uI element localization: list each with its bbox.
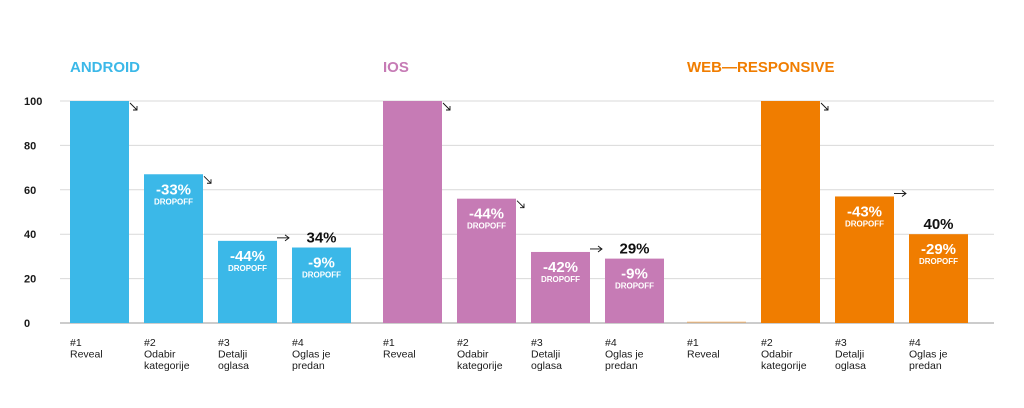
final-conversion: 29% xyxy=(619,241,649,258)
y-tick-label: 40 xyxy=(24,229,36,241)
category-label: Oglas je xyxy=(605,349,644,361)
dropoff-label: DROPOFF xyxy=(302,271,341,280)
category-label: Reveal xyxy=(70,349,103,361)
dropoff-label: DROPOFF xyxy=(845,219,884,228)
flow-arrow-head xyxy=(520,203,525,209)
category-label: #1 xyxy=(687,337,699,349)
category-label: oglasa xyxy=(835,360,866,372)
category-label: Oglas je xyxy=(292,349,331,361)
y-tick-label: 60 xyxy=(24,185,36,197)
bar xyxy=(687,321,746,323)
dropoff-percent: -42% xyxy=(543,259,578,276)
dropoff-label: DROPOFF xyxy=(228,264,267,273)
category-label: Detalji xyxy=(531,349,560,361)
y-tick-label: 0 xyxy=(24,318,30,330)
y-tick-label: 100 xyxy=(24,96,42,108)
group-title: WEB—RESPONSIVE xyxy=(687,59,835,76)
bar xyxy=(218,240,277,323)
category-label: predan xyxy=(605,360,638,372)
bar xyxy=(70,101,129,323)
flow-arrow-head xyxy=(446,106,451,111)
dropoff-percent: -43% xyxy=(847,203,882,220)
category-label: oglasa xyxy=(531,360,562,372)
category-label: #3 xyxy=(218,337,230,349)
bar xyxy=(909,234,968,323)
category-label: #3 xyxy=(835,337,847,349)
flow-arrow-head xyxy=(284,234,290,242)
final-conversion: 40% xyxy=(923,216,953,233)
category-label: #1 xyxy=(383,337,395,349)
category-label: kategorije xyxy=(457,360,503,372)
flow-arrow xyxy=(203,175,212,184)
category-label: Detalji xyxy=(835,349,864,361)
bar xyxy=(835,196,894,323)
bar xyxy=(383,101,442,323)
flow-arrow-head xyxy=(824,106,829,111)
y-tick-label: 20 xyxy=(24,274,36,286)
flow-arrow-head xyxy=(597,245,603,253)
flow-arrow-head xyxy=(207,179,212,184)
dropoff-label: DROPOFF xyxy=(615,282,654,291)
dropoff-label: DROPOFF xyxy=(154,197,193,206)
category-label: kategorije xyxy=(761,360,807,372)
bar xyxy=(292,247,351,323)
flow-arrow xyxy=(820,102,829,111)
dropoff-label: DROPOFF xyxy=(919,257,958,266)
category-label: #2 xyxy=(761,337,773,349)
category-label: Odabir xyxy=(761,349,793,361)
y-tick-label: 80 xyxy=(24,140,36,152)
dropoff-percent: -44% xyxy=(469,206,504,223)
bar xyxy=(761,101,820,323)
dropoff-percent: -9% xyxy=(308,255,335,272)
category-label: Odabir xyxy=(457,349,489,361)
category-label: kategorije xyxy=(144,360,190,372)
group-title: ANDROID xyxy=(70,59,140,76)
group-title: IOS xyxy=(383,59,409,76)
category-label: predan xyxy=(292,360,325,372)
category-label: Reveal xyxy=(687,349,720,361)
category-label: #4 xyxy=(292,337,304,349)
dropoff-label: DROPOFF xyxy=(541,275,580,284)
flow-arrow xyxy=(442,102,451,111)
dropoff-percent: -29% xyxy=(921,241,956,258)
flow-arrow xyxy=(516,200,525,208)
bar xyxy=(457,198,516,323)
category-label: #2 xyxy=(457,337,469,349)
dropoff-percent: -9% xyxy=(621,266,648,283)
category-label: Reveal xyxy=(383,349,416,361)
dropoff-percent: -44% xyxy=(230,248,265,265)
category-label: oglasa xyxy=(218,360,249,372)
category-label: #4 xyxy=(605,337,617,349)
category-label: Oglas je xyxy=(909,349,948,361)
flow-arrow-head xyxy=(901,190,907,197)
final-conversion: 34% xyxy=(306,230,336,247)
dropoff-percent: -33% xyxy=(156,181,191,198)
flow-arrow-head xyxy=(133,106,138,111)
category-label: #1 xyxy=(70,337,82,349)
bar xyxy=(144,174,203,323)
bar xyxy=(531,251,590,323)
category-label: predan xyxy=(909,360,942,372)
category-label: #4 xyxy=(909,337,921,349)
category-label: #3 xyxy=(531,337,543,349)
dropoff-label: DROPOFF xyxy=(467,222,506,231)
bar xyxy=(605,258,664,323)
flow-arrow xyxy=(129,102,138,111)
category-label: Detalji xyxy=(218,349,247,361)
category-label: #2 xyxy=(144,337,156,349)
category-label: Odabir xyxy=(144,349,176,361)
